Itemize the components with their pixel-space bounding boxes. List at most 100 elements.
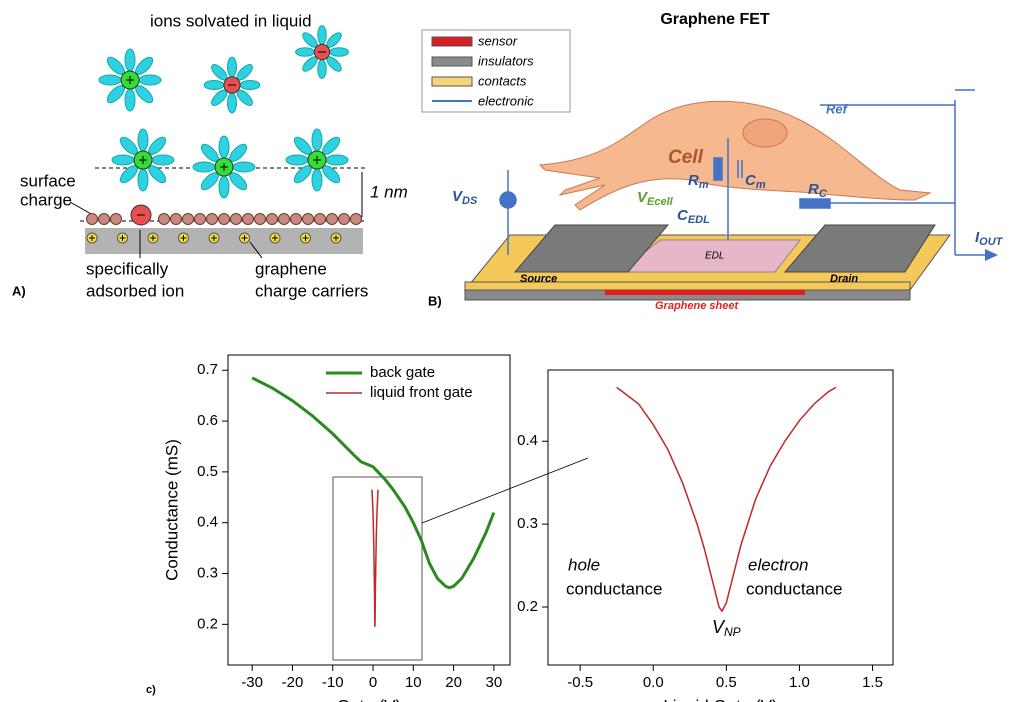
x-axis-label: Liquid Gate (V) (663, 696, 777, 702)
y-tick-label: 0.2 (197, 615, 218, 632)
surface-charge (351, 214, 362, 225)
legend-text: electronic (478, 93, 534, 108)
y-tick-label: 0.5 (197, 463, 218, 480)
label: IOUT (975, 229, 1004, 248)
surface-charge (87, 214, 98, 225)
x-tick-label: -20 (282, 674, 304, 691)
graphene-sheet (605, 290, 805, 295)
label: charge carriers (255, 281, 368, 300)
x-tick-label: 20 (445, 674, 462, 691)
swatch (432, 77, 472, 86)
petal (240, 81, 260, 90)
petal (152, 155, 174, 165)
petal (125, 89, 135, 111)
petal (125, 49, 135, 71)
y-tick-label: 0.4 (197, 514, 218, 531)
petal (233, 162, 255, 172)
petal (326, 155, 348, 165)
x-tick-label: -30 (241, 674, 263, 691)
x-axis-label: Gate (V) (337, 696, 401, 702)
label: VEcell (637, 189, 674, 208)
annotation: hole (568, 555, 600, 574)
arrow (70, 202, 93, 215)
x-tick-label: 0 (369, 674, 377, 691)
petal (219, 176, 229, 198)
plot-frame (228, 355, 510, 665)
surface-charge (255, 214, 266, 225)
swatch (432, 57, 472, 66)
petal (138, 129, 148, 151)
label: EDL (705, 251, 724, 262)
petal (286, 155, 308, 165)
x-tick-label: 30 (486, 674, 503, 691)
legend-text: sensor (478, 33, 518, 48)
legend-text: insulators (478, 53, 534, 68)
petal (330, 48, 349, 57)
y-tick-label: 0.7 (197, 361, 218, 378)
x-tick-label: 10 (405, 674, 422, 691)
title: Graphene FET (660, 11, 770, 28)
y-tick-label: 0.6 (197, 412, 218, 429)
petal (318, 26, 327, 45)
arrow (985, 249, 998, 261)
label: Drain (830, 273, 858, 285)
x-tick-label: 1.0 (789, 674, 810, 691)
petal (312, 129, 322, 151)
x-tick-label: 0.5 (716, 674, 737, 691)
connector (422, 458, 588, 523)
annotation: electron (748, 555, 808, 574)
annotation: conductance (746, 579, 842, 598)
surface-charge (195, 214, 206, 225)
y-tick-label: 0.4 (517, 432, 538, 449)
petal (138, 169, 148, 191)
label: adsorbed ion (86, 281, 184, 300)
label: charge (20, 190, 72, 209)
surface-charge (291, 214, 302, 225)
petal (204, 81, 224, 90)
x-tick-label: 1.5 (862, 674, 883, 691)
surface-charge (159, 214, 170, 225)
surface-charge (219, 214, 230, 225)
cell (540, 101, 930, 210)
swatch (432, 37, 472, 46)
surface-charge (183, 214, 194, 225)
petal (139, 75, 161, 85)
surface-charge (111, 214, 122, 225)
surface-charge (207, 214, 218, 225)
label: VDS (452, 188, 478, 207)
surface-charge (267, 214, 278, 225)
y-tick-label: 0.3 (197, 564, 218, 581)
x-tick-label: -10 (322, 674, 344, 691)
annotation: VNP (712, 617, 741, 639)
legend-text: contacts (478, 73, 527, 88)
surface-charge (279, 214, 290, 225)
surface-charge (315, 214, 326, 225)
surface-charge (339, 214, 350, 225)
petal (193, 162, 215, 172)
x-tick-label: -0.5 (567, 674, 593, 691)
y-tick-label: 0.3 (517, 515, 538, 532)
figure: ions solvated in liquid 1 nm surface cha… (0, 0, 1019, 702)
panel-label: A) (12, 283, 26, 298)
petal (228, 93, 237, 113)
petal (219, 136, 229, 158)
petal (228, 57, 237, 77)
surface-charge (327, 214, 338, 225)
nucleus (743, 119, 787, 147)
petal (312, 169, 322, 191)
x-tick-label: 0.0 (643, 674, 664, 691)
panel-label: c) (146, 684, 156, 696)
petal (318, 60, 327, 79)
diagram-b: Graphene FET sensor insulators contacts … (422, 11, 1004, 312)
y-tick-label: 0.2 (517, 598, 538, 615)
label: surface (20, 171, 76, 190)
surface-charge (171, 214, 182, 225)
diagram-a: ions solvated in liquid 1 nm surface cha… (12, 11, 408, 300)
series-line (617, 387, 836, 611)
surface-charge (243, 214, 254, 225)
surface-charge (231, 214, 242, 225)
y-axis-label: Conductance (mS) (162, 439, 181, 581)
petal (99, 75, 121, 85)
petal (296, 48, 315, 57)
legend-label: back gate (370, 364, 435, 381)
